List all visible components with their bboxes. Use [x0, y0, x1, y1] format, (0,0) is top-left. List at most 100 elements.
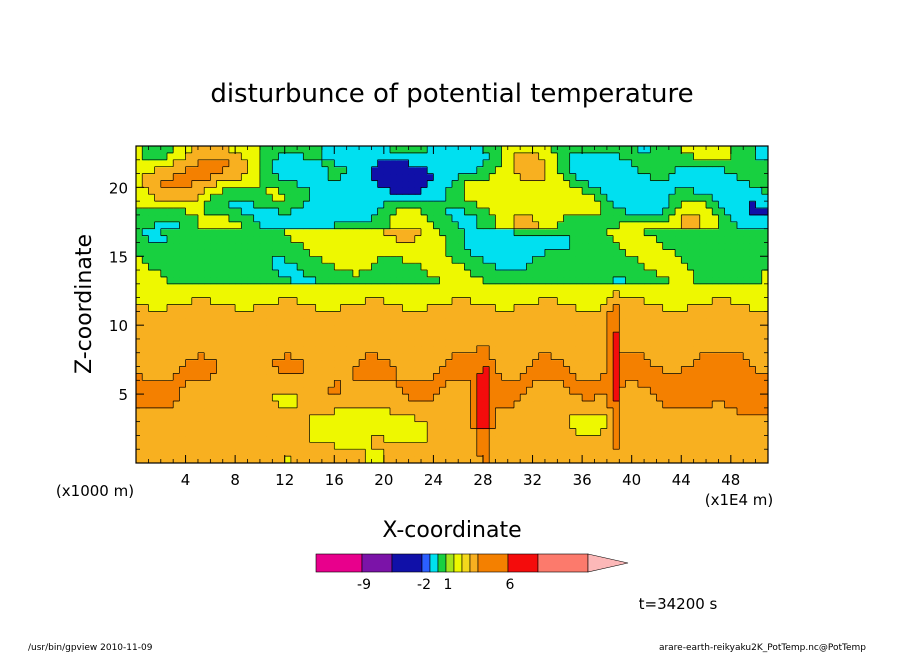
heatmap-cell: [154, 159, 162, 168]
heatmap-cell: [681, 359, 689, 368]
heatmap-cell: [439, 435, 447, 443]
heatmap-cell: [284, 428, 292, 437]
heatmap-cell: [210, 373, 218, 381]
heatmap-cell: [557, 449, 565, 457]
heatmap-cell: [421, 318, 428, 326]
heatmap-cell: [557, 366, 565, 375]
heatmap-cell: [749, 407, 757, 416]
heatmap-cell: [179, 352, 187, 361]
heatmap-cell: [619, 345, 627, 354]
heatmap-cell: [315, 159, 323, 168]
heatmap-cell: [185, 428, 193, 437]
heatmap-cell: [290, 249, 298, 257]
heatmap-cell: [309, 442, 317, 450]
heatmap-cell: [712, 366, 720, 375]
heatmap-cell: [148, 304, 156, 312]
heatmap-cell: [154, 242, 162, 250]
heatmap-cell: [228, 166, 236, 175]
heatmap-cell: [712, 421, 720, 430]
heatmap-cell: [340, 400, 348, 409]
heatmap-cell: [390, 242, 397, 250]
heatmap-cell: [631, 318, 639, 326]
heatmap-cell: [303, 166, 311, 175]
heatmap-cell: [359, 194, 366, 202]
heatmap-cell: [266, 456, 273, 463]
heatmap-cell: [606, 449, 614, 457]
heatmap-cell: [644, 325, 651, 333]
heatmap-cell: [495, 359, 503, 368]
heatmap-cell: [575, 290, 583, 299]
heatmap-cell: [458, 345, 465, 354]
heatmap-cell: [222, 235, 230, 244]
heatmap-cell: [706, 456, 713, 463]
heatmap-cell: [551, 407, 558, 416]
heatmap-cell: [668, 421, 676, 430]
heatmap-cell: [718, 387, 726, 395]
heatmap-cell: [699, 394, 707, 402]
heatmap-cell: [191, 235, 199, 244]
heatmap-cell: [136, 318, 143, 326]
heatmap-cell: [712, 235, 720, 244]
heatmap-cell: [427, 325, 435, 333]
heatmap-cell: [520, 325, 527, 333]
heatmap-cell: [328, 421, 335, 430]
heatmap-cell: [743, 456, 751, 463]
heatmap-cell: [668, 201, 676, 209]
heatmap-cell: [235, 311, 242, 319]
heatmap-cell: [173, 332, 180, 340]
heatmap-cell: [396, 201, 404, 209]
heatmap-cell: [532, 152, 540, 161]
heatmap-cell: [482, 442, 490, 450]
heatmap-cell: [656, 394, 664, 402]
heatmap-cell: [142, 380, 149, 388]
heatmap-cell: [383, 442, 391, 450]
heatmap-cell: [563, 180, 571, 188]
heatmap-cell: [737, 359, 744, 368]
heatmap-cell: [693, 435, 701, 443]
heatmap-cell: [575, 352, 583, 361]
heatmap-cell: [445, 283, 453, 292]
heatmap-cell: [377, 146, 385, 154]
heatmap-cell: [414, 166, 422, 175]
heatmap-cell: [737, 263, 744, 271]
heatmap-cell: [241, 146, 249, 154]
heatmap-cell: [489, 249, 496, 257]
heatmap-cell: [352, 187, 360, 195]
heatmap-cell: [396, 304, 404, 312]
heatmap-cell: [520, 311, 527, 319]
heatmap-cell: [724, 297, 732, 306]
x-axis-label: X-coordinate: [382, 518, 521, 543]
heatmap-cell: [278, 318, 286, 326]
heatmap-cell: [235, 421, 242, 430]
heatmap-cell: [247, 180, 255, 188]
heatmap-cell: [259, 290, 267, 299]
heatmap-cell: [433, 428, 441, 437]
heatmap-cell: [489, 359, 496, 368]
heatmap-cell: [402, 180, 410, 188]
heatmap-cell: [625, 325, 633, 333]
heatmap-cell: [272, 235, 280, 244]
heatmap-cell: [142, 146, 149, 154]
heatmap-cell: [737, 283, 744, 292]
heatmap-cell: [433, 146, 441, 154]
heatmap-cell: [755, 201, 763, 209]
heatmap-cell: [371, 221, 379, 230]
heatmap-cell: [761, 297, 768, 306]
heatmap-cell: [644, 166, 651, 175]
heatmap-cell: [464, 180, 472, 188]
heatmap-cell: [247, 214, 255, 223]
heatmap-cell: [656, 407, 664, 416]
heatmap-cell: [284, 201, 292, 209]
heatmap-cell: [544, 276, 552, 285]
heatmap-cell: [582, 270, 589, 278]
heatmap-cell: [414, 345, 422, 354]
heatmap-cell: [421, 180, 428, 188]
heatmap-cell: [458, 435, 465, 443]
heatmap-cell: [346, 373, 354, 381]
heatmap-cell: [222, 373, 230, 381]
heatmap-cell: [743, 214, 751, 223]
heatmap-cell: [675, 166, 682, 175]
heatmap-cell: [309, 173, 317, 182]
heatmap-cell: [439, 407, 447, 416]
heatmap-cell: [136, 159, 143, 168]
